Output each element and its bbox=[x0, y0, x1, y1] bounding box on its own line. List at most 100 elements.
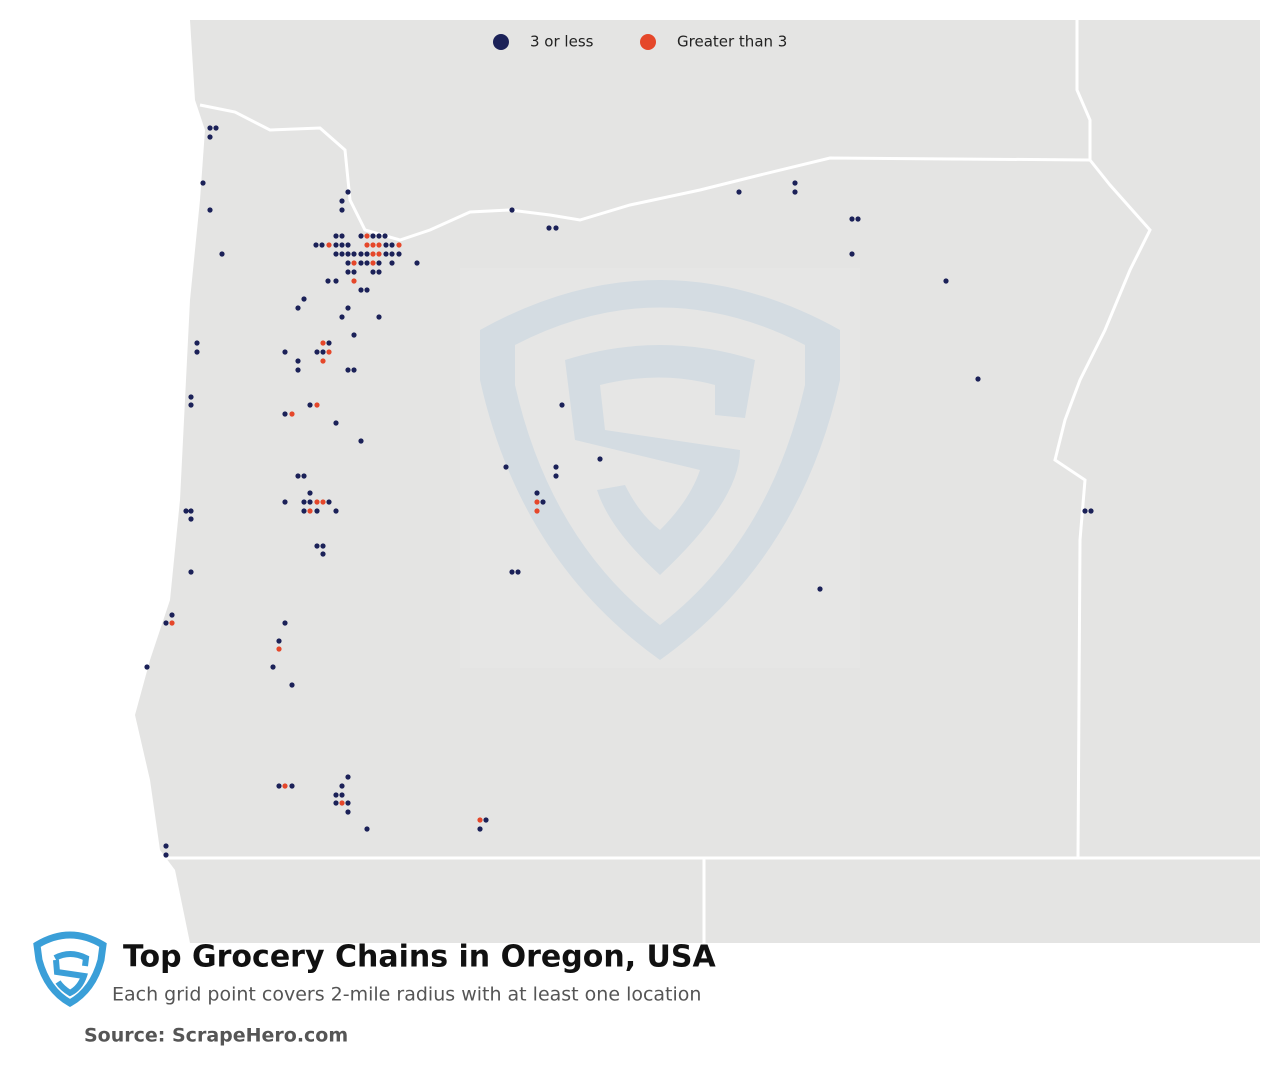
grid-point bbox=[345, 260, 351, 266]
grid-point bbox=[351, 251, 357, 257]
grid-point bbox=[333, 800, 339, 806]
grid-point bbox=[855, 216, 861, 222]
grid-point bbox=[370, 233, 376, 239]
grid-point bbox=[345, 189, 351, 195]
grid-point bbox=[817, 586, 823, 592]
grid-point bbox=[534, 499, 540, 505]
grid-point bbox=[314, 402, 320, 408]
grid-point bbox=[282, 411, 288, 417]
grid-point bbox=[376, 260, 382, 266]
grid-point bbox=[295, 358, 301, 364]
grid-point bbox=[295, 367, 301, 373]
grid-point bbox=[376, 233, 382, 239]
grid-point bbox=[213, 125, 219, 131]
grid-point bbox=[396, 242, 402, 248]
grid-point bbox=[339, 314, 345, 320]
grid-point bbox=[163, 843, 169, 849]
grid-point bbox=[370, 242, 376, 248]
grid-point bbox=[188, 394, 194, 400]
grid-point bbox=[314, 499, 320, 505]
grid-point bbox=[345, 774, 351, 780]
grid-point bbox=[370, 251, 376, 257]
grid-point bbox=[382, 233, 388, 239]
grid-point bbox=[849, 216, 855, 222]
grid-point bbox=[325, 278, 331, 284]
grid-point bbox=[339, 792, 345, 798]
grid-point bbox=[194, 349, 200, 355]
legend-marker bbox=[493, 34, 509, 50]
grid-point bbox=[188, 569, 194, 575]
title: Top Grocery Chains in Oregon, USA bbox=[123, 940, 717, 975]
grid-point bbox=[207, 125, 213, 131]
grid-point bbox=[389, 251, 395, 257]
grid-point bbox=[351, 332, 357, 338]
grid-point bbox=[553, 225, 559, 231]
grid-point bbox=[376, 269, 382, 275]
grid-point bbox=[345, 251, 351, 257]
grid-point bbox=[383, 251, 389, 257]
grid-point bbox=[339, 242, 345, 248]
grid-point bbox=[364, 260, 370, 266]
grid-point bbox=[289, 682, 295, 688]
grid-point bbox=[333, 251, 339, 257]
grid-point bbox=[301, 296, 307, 302]
grid-point bbox=[358, 438, 364, 444]
grid-point bbox=[358, 233, 364, 239]
grid-point bbox=[282, 349, 288, 355]
grid-point bbox=[345, 809, 351, 815]
grid-point bbox=[364, 233, 370, 239]
grid-point bbox=[326, 340, 332, 346]
grid-point bbox=[736, 189, 742, 195]
grid-point bbox=[301, 508, 307, 514]
grid-point bbox=[289, 411, 295, 417]
grid-point bbox=[376, 251, 382, 257]
grid-point bbox=[282, 499, 288, 505]
grid-point bbox=[333, 278, 339, 284]
grid-point bbox=[477, 817, 483, 823]
map bbox=[135, 20, 1260, 943]
legend-marker bbox=[640, 34, 656, 50]
legend-label: 3 or less bbox=[530, 33, 594, 51]
grid-point bbox=[597, 456, 603, 462]
grid-point bbox=[219, 251, 225, 257]
grid-point bbox=[370, 269, 376, 275]
grid-point bbox=[364, 251, 370, 257]
grid-point bbox=[1082, 508, 1088, 514]
grid-point bbox=[207, 134, 213, 140]
grid-point bbox=[351, 367, 357, 373]
grid-point bbox=[320, 499, 326, 505]
grid-point bbox=[383, 242, 389, 248]
grid-point bbox=[188, 402, 194, 408]
grid-point bbox=[207, 207, 213, 213]
grid-point bbox=[376, 242, 382, 248]
grid-point bbox=[313, 242, 319, 248]
grid-point bbox=[169, 620, 175, 626]
grid-point bbox=[509, 569, 515, 575]
subtitle: Each grid point covers 2-mile radius wit… bbox=[112, 984, 701, 1006]
grid-point bbox=[849, 251, 855, 257]
grid-point bbox=[163, 852, 169, 858]
grid-point bbox=[314, 543, 320, 549]
grid-point bbox=[414, 260, 420, 266]
grid-point bbox=[546, 225, 552, 231]
grid-point bbox=[345, 800, 351, 806]
grid-point bbox=[364, 287, 370, 293]
grid-point bbox=[364, 826, 370, 832]
source: Source: ScrapeHero.com bbox=[84, 1025, 348, 1047]
grid-point bbox=[370, 260, 376, 266]
grid-point bbox=[339, 783, 345, 789]
grid-point bbox=[345, 305, 351, 311]
grid-point bbox=[351, 260, 357, 266]
grid-point bbox=[183, 508, 189, 514]
grid-point bbox=[345, 269, 351, 275]
logo bbox=[33, 931, 107, 1008]
borders bbox=[165, 20, 1260, 943]
grid-point bbox=[364, 242, 370, 248]
grid-point bbox=[534, 490, 540, 496]
grid-points bbox=[144, 125, 1094, 858]
grid-point bbox=[333, 233, 339, 239]
grid-point bbox=[307, 508, 313, 514]
grid-point bbox=[396, 251, 402, 257]
grid-point bbox=[515, 569, 521, 575]
grid-point bbox=[339, 251, 345, 257]
